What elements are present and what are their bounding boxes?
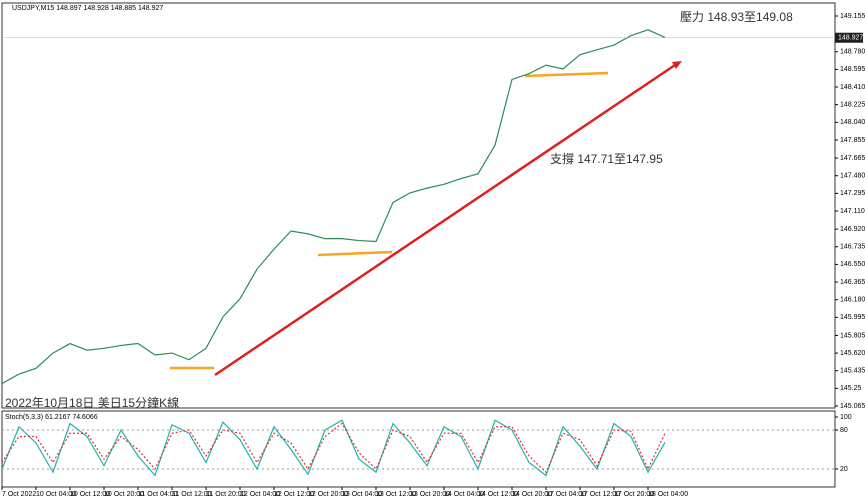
y-tick-label: 149.155 (840, 13, 865, 20)
y-tick-label: 147.480 (840, 173, 865, 180)
indicator-title: Stoch(5,3,3) 61.2167 74.6066 (5, 414, 98, 421)
x-tick-label: 17 Oct 12:00 (580, 491, 620, 498)
chart-title: USDJPY,M15 148.897 148.928 148.885 148.9… (12, 5, 163, 12)
y-tick-label: 147.295 (840, 190, 865, 197)
y-tick-label: 80 (840, 427, 848, 434)
y-tick-label: 147.110 (840, 208, 865, 215)
price-label: 148.927 (838, 35, 863, 42)
y-tick-label: 145.805 (840, 332, 865, 339)
price-box (835, 32, 863, 43)
y-tick-label: 148.595 (840, 66, 865, 73)
series-line (1, 29, 666, 385)
x-tick-label: 7 Oct 2022 (2, 491, 36, 498)
y-tick-label: 148.040 (840, 119, 865, 126)
y-tick-label: 146.180 (840, 297, 865, 304)
support-arrow (317, 250, 393, 257)
x-tick-label: 10 Oct 20:00 (104, 491, 144, 498)
trend-arrow (672, 61, 682, 69)
y-tick-label: 146.920 (840, 226, 865, 233)
y-tick-label: 20 (840, 466, 848, 473)
x-tick-label: 17 Oct 20:00 (614, 491, 654, 498)
x-tick-label: 14 Oct 04:00 (444, 491, 484, 498)
annotation: 壓力 148.93至149.08 (680, 10, 793, 24)
y-tick-label: 145.25 (840, 385, 862, 392)
x-tick-label: 12 Oct 20:00 (308, 491, 348, 498)
x-tick-label: 11 Oct 04:00 (138, 491, 178, 498)
x-tick-label: 11 Oct 20:00 (206, 491, 246, 498)
y-tick-label: 145.065 (840, 403, 865, 410)
sub-frame (1, 410, 836, 488)
y-tick-label: 147.665 (840, 155, 865, 162)
support-arrow (524, 71, 609, 78)
x-tick-label: 12 Oct 12:00 (274, 491, 314, 498)
x-tick-label: 12 Oct 04:00 (240, 491, 280, 498)
y-tick-label: 147.855 (840, 137, 865, 144)
annotation: 2022年10月18日 美日15分鐘K線 (5, 395, 179, 410)
y-tick-label: 145.620 (840, 350, 865, 357)
series-line (1, 419, 666, 477)
x-tick-label: 13 Oct 20:00 (410, 491, 450, 498)
y-tick-label: 145.995 (840, 314, 865, 321)
x-tick-label: 10 Oct 04:00 (36, 491, 76, 498)
y-tick-label: 100 (840, 414, 852, 421)
x-tick-label: 14 Oct 12:00 (478, 491, 518, 498)
x-tick-label: 17 Oct 04:00 (546, 491, 586, 498)
x-tick-label: 14 Oct 20:00 (512, 491, 552, 498)
x-tick-label: 10 Oct 12:00 (70, 491, 110, 498)
y-tick-label: 146.365 (840, 279, 865, 286)
x-tick-label: 18 Oct 04:00 (648, 491, 688, 498)
x-tick-label: 11 Oct 12:00 (172, 491, 212, 498)
y-tick-label: 145.435 (840, 368, 865, 375)
y-tick-label: 146.735 (840, 244, 865, 251)
main-frame (1, 2, 836, 409)
x-tick-label: 13 Oct 04:00 (342, 491, 382, 498)
y-tick-label: 148.410 (840, 84, 865, 91)
annotation: 支撐 147.71至147.95 (550, 152, 663, 166)
y-tick-label: 146.550 (840, 261, 865, 268)
y-tick-label: 148.780 (840, 49, 865, 56)
y-tick-label: 148.225 (840, 102, 865, 109)
trend-line (214, 61, 679, 377)
x-tick-label: 13 Oct 12:00 (376, 491, 416, 498)
